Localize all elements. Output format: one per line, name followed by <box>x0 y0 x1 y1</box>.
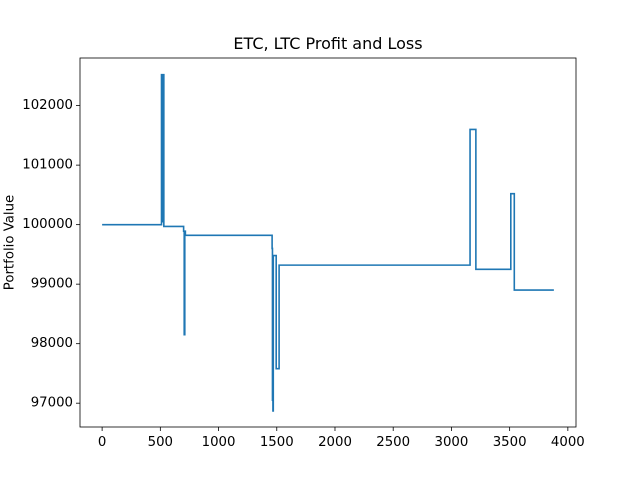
x-tick-label: 4000 <box>551 435 585 450</box>
y-tick-label: 97000 <box>31 396 73 411</box>
y-tick-label: 102000 <box>22 98 73 113</box>
y-tick-label: 99000 <box>31 277 73 292</box>
y-tick-label: 100000 <box>22 217 73 232</box>
y-axis-ticks: 97000 98000 99000 100000 101000 102000 <box>22 98 80 411</box>
y-tick-label: 98000 <box>31 336 73 351</box>
series-layer <box>102 73 554 412</box>
x-axis-ticks: 0 500 1000 1500 2000 2500 3000 3500 4000 <box>98 427 585 450</box>
x-tick-label: 3000 <box>434 435 468 450</box>
x-tick-label: 0 <box>98 435 106 450</box>
portfolio-value-line <box>102 73 554 412</box>
x-tick-label: 1000 <box>202 435 236 450</box>
y-tick-label: 101000 <box>22 158 73 173</box>
x-tick-label: 2500 <box>376 435 410 450</box>
plot-area-frame <box>79 57 577 428</box>
x-tick-label: 1500 <box>260 435 294 450</box>
chart-title: ETC, LTC Profit and Loss <box>233 34 422 53</box>
x-tick-label: 2000 <box>318 435 352 450</box>
x-tick-label: 3500 <box>493 435 527 450</box>
x-tick-label: 500 <box>148 435 173 450</box>
y-axis-label: Portfolio Value <box>3 195 18 290</box>
